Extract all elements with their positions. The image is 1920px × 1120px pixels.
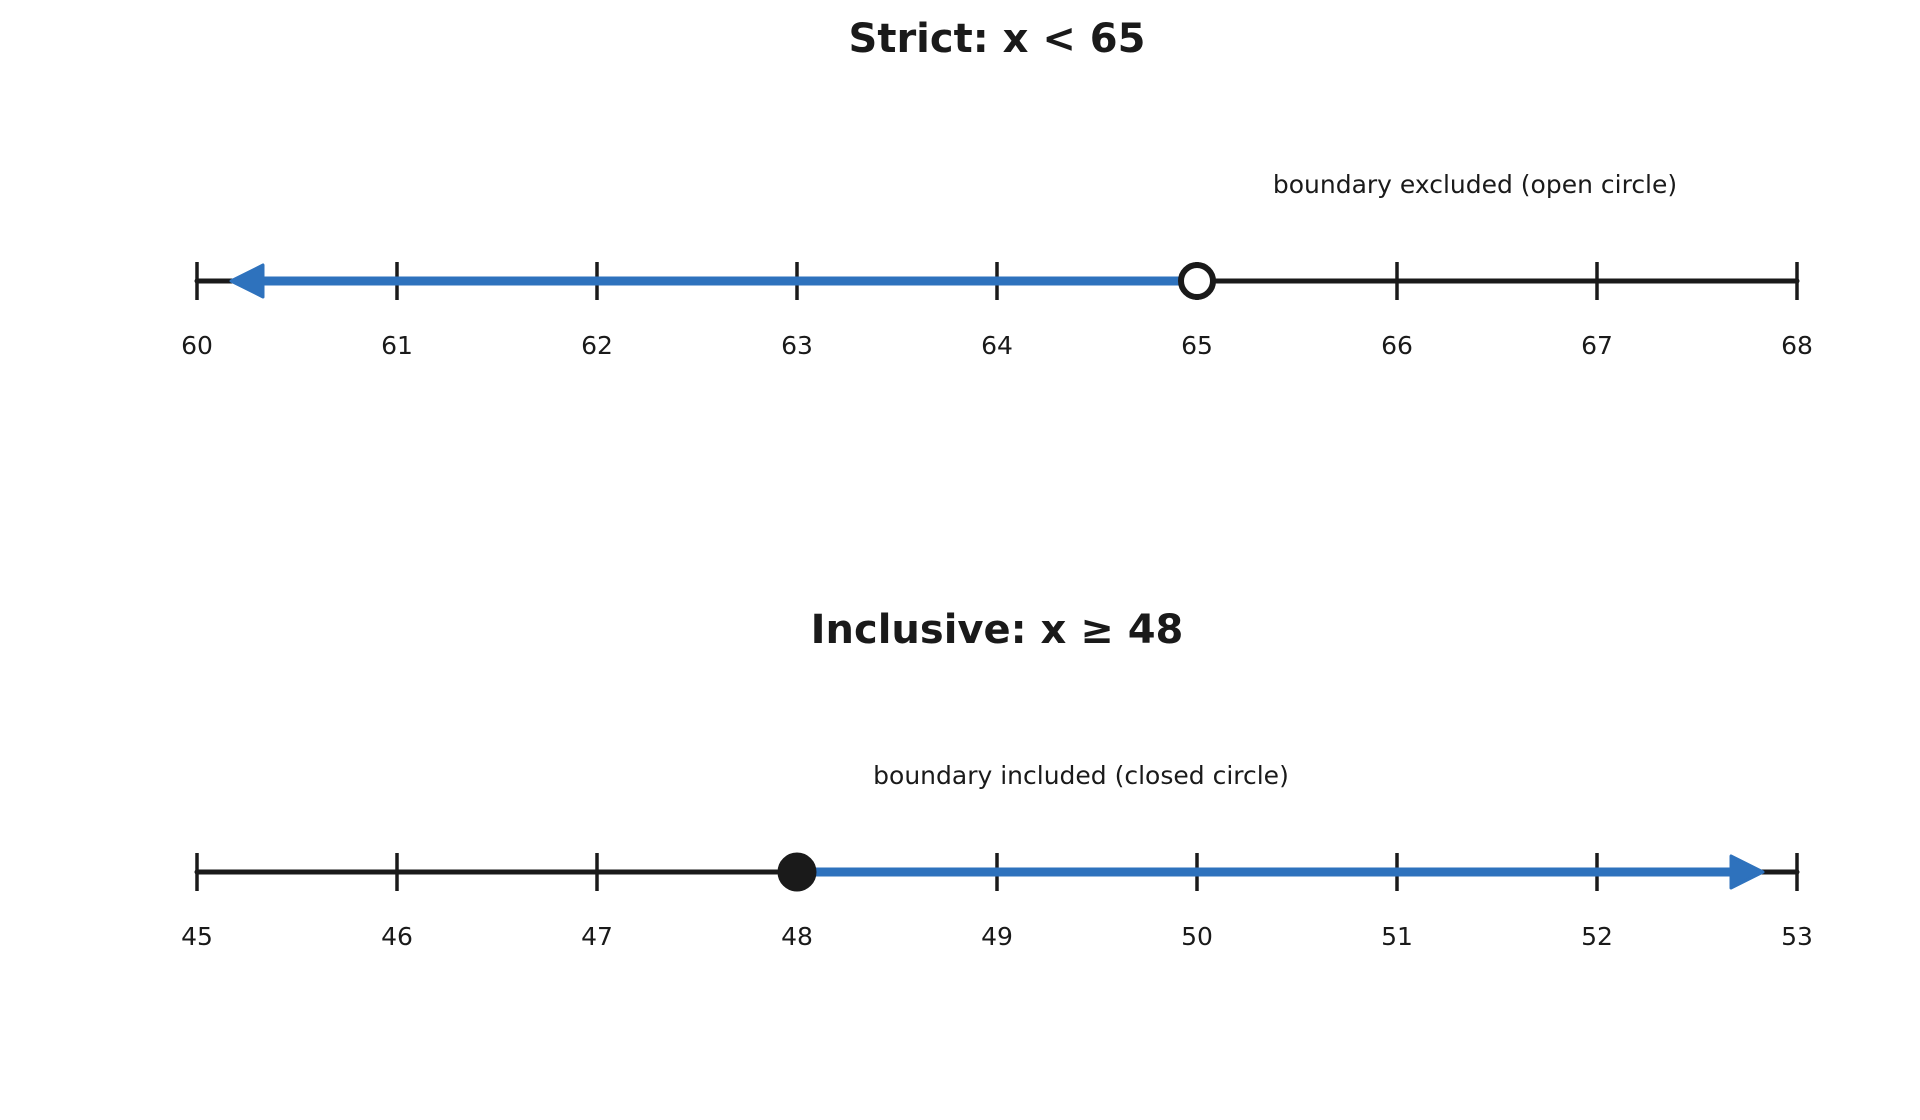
- panel-title-inclusive: Inclusive: x ≥ 48: [811, 607, 1184, 653]
- tick-label: 46: [381, 922, 413, 951]
- annotation-strict: boundary excluded (open circle): [1273, 170, 1677, 199]
- tick-label: 49: [981, 922, 1013, 951]
- tick-label: 65: [1181, 331, 1213, 360]
- panel-strict: Strict: x < 65 boundary excluded (open c…: [181, 16, 1813, 360]
- tick-label: 61: [381, 331, 413, 360]
- number-line-strict: 60 61 62 63 64 65 66 67 68: [181, 262, 1813, 360]
- tick-label: 47: [581, 922, 613, 951]
- arrow-left-icon: [229, 263, 265, 299]
- tick-label: 52: [1581, 922, 1613, 951]
- tick-label: 60: [181, 331, 213, 360]
- tick-label: 64: [981, 331, 1013, 360]
- tick-label: 66: [1381, 331, 1413, 360]
- annotation-inclusive: boundary included (closed circle): [873, 761, 1289, 790]
- tick-label: 53: [1781, 922, 1813, 951]
- panel-inclusive: Inclusive: x ≥ 48 boundary included (clo…: [181, 607, 1813, 951]
- boundary-open-circle: [1178, 262, 1216, 300]
- tick-label: 50: [1181, 922, 1213, 951]
- tick-label: 45: [181, 922, 213, 951]
- tick-label: 62: [581, 331, 613, 360]
- tick-label: 63: [781, 331, 813, 360]
- tick-label: 68: [1781, 331, 1813, 360]
- arrow-right-icon: [1729, 854, 1765, 890]
- number-line-inclusive: 45 46 47 48 49 50 51 52 53: [181, 852, 1813, 951]
- boundary-closed-circle: [777, 852, 817, 892]
- tick-label: 51: [1381, 922, 1413, 951]
- panel-title-strict: Strict: x < 65: [849, 16, 1146, 62]
- tick-label: 67: [1581, 331, 1613, 360]
- tick-label: 48: [781, 922, 813, 951]
